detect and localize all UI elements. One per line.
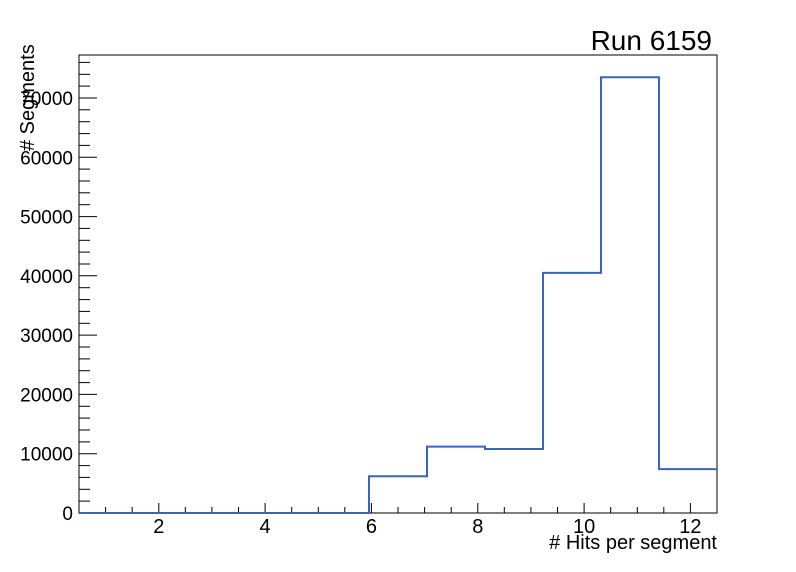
x-tick-label: 12 xyxy=(679,516,701,538)
y-tick-label: 60000 xyxy=(20,148,73,169)
x-tick-label: 2 xyxy=(153,516,164,538)
x-tick-label: 4 xyxy=(260,516,271,538)
x-tick-label: 8 xyxy=(472,516,483,538)
y-tick-label: 50000 xyxy=(20,208,73,229)
chart-title: Run 6159 xyxy=(590,25,712,56)
x-tick-label: 10 xyxy=(573,516,595,538)
y-tick-label: 10000 xyxy=(20,445,73,466)
y-tick-label: 70000 xyxy=(20,89,73,110)
y-axis-title: # Segments xyxy=(17,44,39,151)
y-tick-label: 30000 xyxy=(20,326,73,347)
histogram-step-line xyxy=(79,76,717,514)
x-tick-label: 6 xyxy=(366,516,377,538)
y-tick-label: 0 xyxy=(62,504,73,525)
y-tick-label: 20000 xyxy=(20,385,73,406)
x-axis-title: # Hits per segment xyxy=(549,532,717,554)
y-tick-label: 40000 xyxy=(20,267,73,288)
plot-frame xyxy=(78,54,718,514)
